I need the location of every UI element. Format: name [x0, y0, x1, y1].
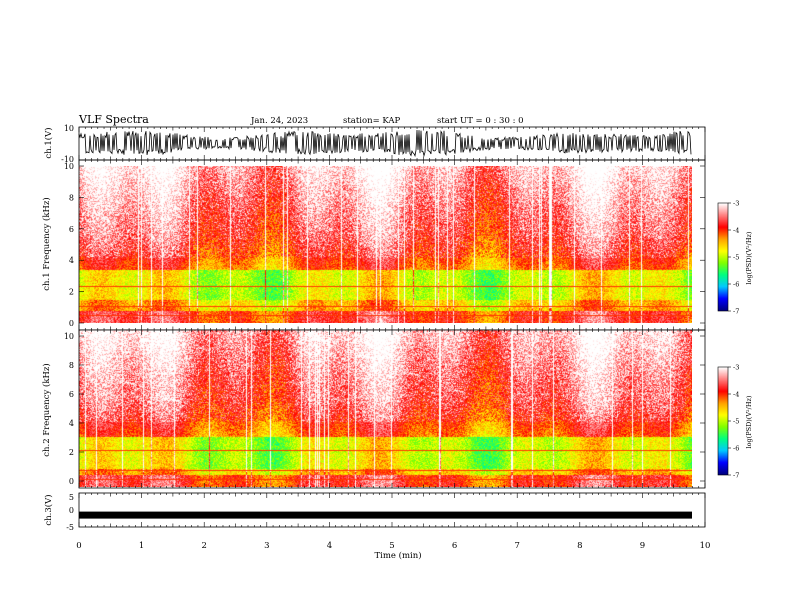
freq-tick-label: 2 [69, 288, 74, 297]
x-tick-label: 7 [514, 541, 519, 551]
x-tick-label: 10 [700, 541, 711, 551]
ch3-frame [78, 492, 706, 528]
date-label: Jan. 24, 2023 [250, 116, 308, 126]
colorbar-tick-label: -3 [733, 364, 739, 372]
ch2-spectrogram-yticks: 0 2 4 6 8 10 [64, 332, 705, 486]
ch1-spectrogram-image [79, 166, 692, 323]
freq-tick-label: 4 [69, 419, 74, 428]
x-tick-label: 2 [201, 541, 206, 551]
x-axis-label: Time (min) [374, 550, 421, 561]
freq-tick-label: 6 [69, 225, 74, 234]
colorbar-tick-label: -4 [733, 391, 739, 399]
ch3-ytick-bottom: -5 [66, 523, 74, 532]
ch3-ytick-top: 5 [69, 493, 74, 502]
freq-tick-label: 0 [69, 319, 74, 328]
ch1-waveform-panel: 10 -10 ch.1(V) [43, 124, 706, 164]
figure-title: VLF Spectra [78, 113, 149, 126]
x-tick-labels: 0 1 2 3 4 5 6 7 8 9 10 [76, 541, 710, 551]
ch1-ytick-top: 10 [64, 124, 74, 133]
ch1-ylabel: ch.1(V) [43, 127, 54, 158]
x-tick-label: 9 [640, 541, 645, 551]
start-time-label: start UT = 0 : 30 : 0 [437, 116, 524, 126]
freq-tick-label: 8 [69, 193, 74, 202]
freq-tick-label: 10 [64, 332, 74, 341]
freq-tick-label: 8 [69, 361, 74, 370]
ch3-trace [78, 512, 692, 519]
freq-tick-label: 10 [64, 162, 74, 171]
ch1-spectrogram-ticks [78, 160, 706, 330]
x-tick-label: 1 [139, 541, 144, 551]
ch1-spectrogram-panel: 0 2 4 6 8 10 ch.1 Frequency (kHz) [41, 159, 706, 331]
ch3-ylabel: ch.3(V) [43, 494, 54, 525]
colorbar-tick-label: -4 [733, 227, 739, 235]
colorbar-tick-label: -3 [733, 200, 739, 208]
colorbar-1: -3 -4 -5 -6 -7 log(PSD)(V²/Hz) [717, 200, 753, 316]
colorbar-1-ticks: -3 -4 -5 -6 -7 [728, 200, 739, 316]
freq-tick-label: 4 [69, 256, 74, 265]
colorbar-2-gradient [718, 367, 728, 475]
colorbar-tick-label: -5 [733, 254, 739, 262]
x-tick-label: 6 [452, 541, 457, 551]
ch2-spectrogram-panel: 0 2 4 6 8 10 ch.2 Frequency (kHz) [41, 329, 706, 489]
x-tick-label: 4 [327, 541, 332, 551]
colorbar-2-ticks: -3 -4 -5 -6 -7 [728, 364, 739, 480]
station-label: station= KAP [343, 116, 401, 126]
ch1-spectrogram-yticks: 0 2 4 6 8 10 [64, 162, 705, 328]
colorbar-tick-label: -7 [733, 308, 739, 316]
ch3-ticks [78, 493, 706, 527]
colorbar-1-gradient [718, 203, 728, 311]
x-tick-label: 5 [389, 541, 394, 551]
x-tick-label: 0 [76, 541, 81, 551]
ch2-freq-ylabel: ch.2 Frequency (kHz) [41, 363, 52, 456]
colorbar-tick-label: -6 [733, 281, 739, 289]
colorbar-2: -3 -4 -5 -6 -7 log(PSD)(V²/Hz) [717, 364, 753, 480]
x-tick-label: 3 [264, 541, 269, 551]
freq-tick-label: 2 [69, 448, 74, 457]
colorbar-tick-label: -5 [733, 418, 739, 426]
colorbar-tick-label: -6 [733, 445, 739, 453]
freq-tick-label: 6 [69, 390, 74, 399]
x-tick-label: 8 [577, 541, 582, 551]
ch2-spectrogram-ticks [78, 330, 706, 488]
ch1-ytick-bottom: -10 [61, 155, 74, 164]
colorbar-1-label: log(PSD)(V²/Hz) [745, 231, 753, 284]
freq-tick-label: 0 [69, 477, 74, 486]
ch3-waveform-panel: 5 0 -5 ch.3(V) [43, 492, 706, 532]
colorbar-tick-label: -7 [733, 472, 739, 480]
ch1-trace [78, 129, 692, 158]
colorbar-2-label: log(PSD)(V²/Hz) [745, 395, 753, 448]
ch3-ytick-mid: 0 [69, 506, 74, 515]
ch1-freq-ylabel: ch.1 Frequency (kHz) [41, 197, 52, 290]
ch2-spectrogram-image [79, 330, 692, 487]
